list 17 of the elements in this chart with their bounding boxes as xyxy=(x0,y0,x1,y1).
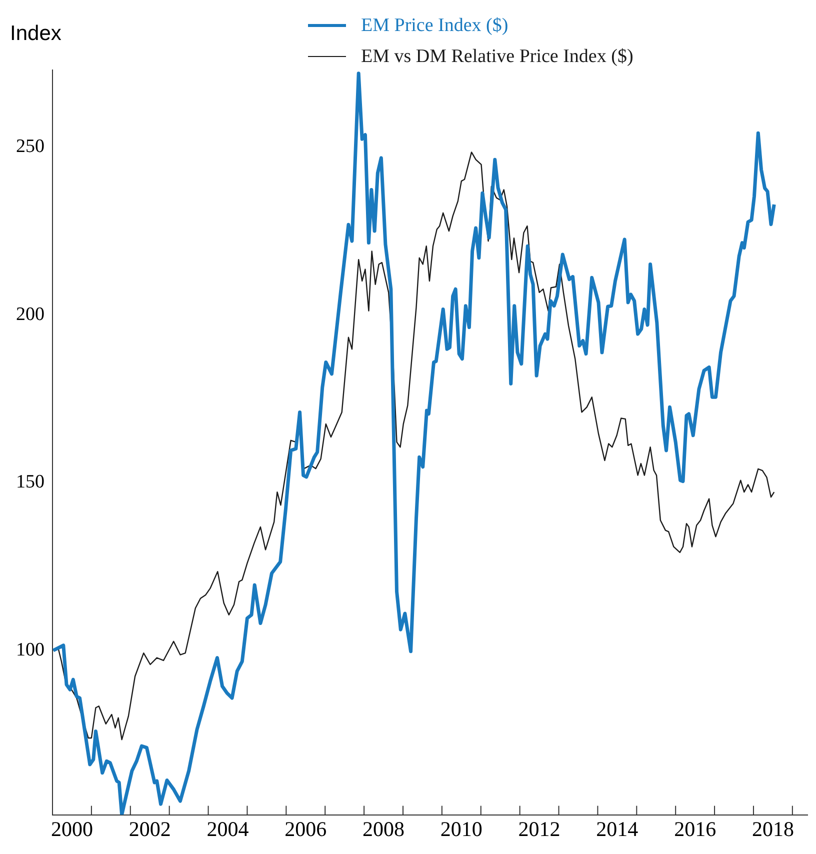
x-tick-label: 2010 xyxy=(440,816,482,841)
legend-label: EM vs DM Relative Price Index ($) xyxy=(361,46,634,68)
y-tick-label: 250 xyxy=(16,136,44,158)
y-axis-title: Index xyxy=(10,22,62,46)
x-tick-label: 2004 xyxy=(206,816,250,841)
y-tick-label: 150 xyxy=(16,472,44,493)
x-tick-label: 2002 xyxy=(128,816,171,841)
y-tick-label: 100 xyxy=(16,639,44,660)
x-tick-label: 2012 xyxy=(518,816,560,841)
x-tick-label: 2008 xyxy=(362,816,405,841)
x-tick-label: 2018 xyxy=(752,816,794,841)
legend-label: EM Price Index ($) xyxy=(361,14,508,36)
x-tick-label: 2014 xyxy=(596,816,639,841)
x-tick-label: 2000 xyxy=(50,816,93,841)
x-tick-label: 2006 xyxy=(284,816,327,841)
y-tick-label: 200 xyxy=(16,304,44,325)
x-tick-label: 2016 xyxy=(674,816,716,841)
